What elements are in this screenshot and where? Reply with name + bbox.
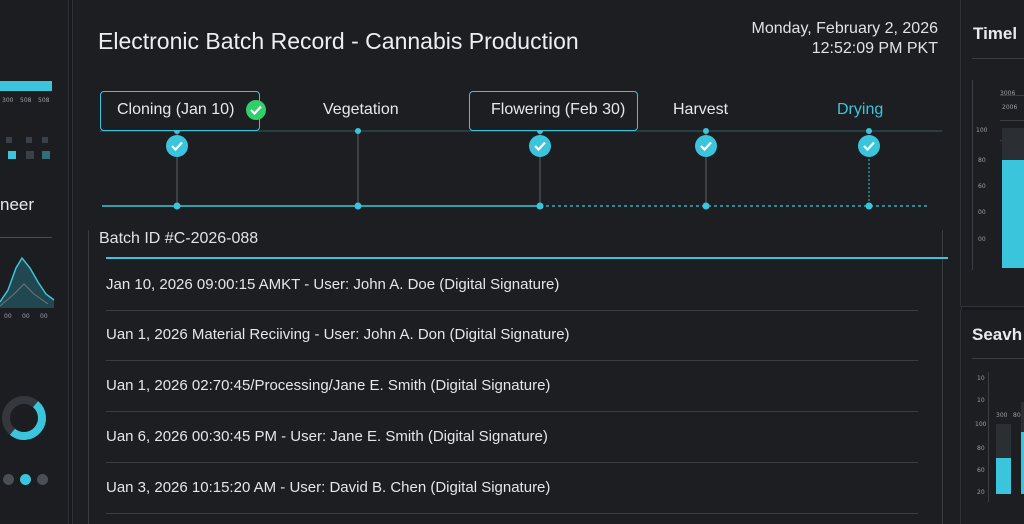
stage-cloning-check-icon — [166, 135, 188, 157]
batch-id-label: Batch ID #C-2026-088 — [99, 230, 259, 247]
right-bottom-bar — [996, 458, 1011, 494]
right-bottom-divider — [972, 358, 1024, 359]
right-top-bar-ghost — [1002, 128, 1024, 160]
right-bottom-tick: 300 — [996, 412, 1008, 419]
batch-log-frame-left — [88, 230, 89, 524]
right-top-axis: 00 — [978, 236, 986, 243]
right-bottom-axis-line — [988, 372, 989, 502]
stage-drying-check-icon — [858, 135, 880, 157]
right-search-heading: Seavh — [972, 325, 1023, 344]
log-entry[interactable]: Uan 1, 2026 Material Reciiving - User: J… — [106, 310, 918, 361]
log-entry[interactable]: Uan 1, 2026 02:70:45/Processing/Jane E. … — [106, 361, 918, 412]
stage-flowering-box[interactable] — [469, 91, 638, 131]
right-top-axis: 60 — [978, 183, 986, 190]
right-bottom-axis: 20 — [977, 489, 985, 496]
donut-chart — [2, 396, 46, 440]
right-bottom-axis: 100 — [975, 421, 987, 428]
right-bottom-tick: 80 — [1013, 412, 1021, 419]
left-chart-tick: 00 — [22, 313, 30, 320]
left-divider — [0, 237, 52, 238]
stage-vegetation-label[interactable]: Vegetation — [323, 101, 399, 118]
right-search-panel — [960, 310, 1024, 524]
left-grid-icon — [6, 137, 52, 161]
batch-id-underline — [106, 257, 948, 259]
right-bottom-bar-ghost — [996, 424, 1011, 460]
right-top-tick: 3006 — [1000, 90, 1016, 97]
log-entry[interactable]: Uan 6, 2026 00:30:45 PM - User: Jane E. … — [106, 412, 918, 463]
stage-harvest-label[interactable]: Harvest — [673, 101, 729, 118]
left-chart-tick: 00 — [4, 313, 12, 320]
left-bar-tick: 300 — [2, 97, 14, 104]
right-top-axis: 100 — [976, 127, 988, 134]
pagination-dots[interactable] — [3, 474, 49, 486]
check-circle-icon — [246, 100, 266, 120]
left-area-chart — [0, 256, 55, 308]
datetime-display: Monday, February 2, 2026 12:52:09 PM PKT — [752, 19, 938, 59]
right-top-axis: 80 — [978, 157, 986, 164]
page-title: Electronic Batch Record - Cannabis Produ… — [98, 28, 579, 54]
right-top-bar — [1002, 160, 1024, 268]
right-timeline-heading: Timel — [973, 24, 1018, 43]
batch-record-panel — [72, 0, 962, 524]
current-date: Monday, February 2, 2026 — [751, 20, 938, 37]
stage-cloning-label: Cloning (Jan 10) — [117, 101, 235, 118]
right-bottom-bar-ghost — [1021, 402, 1024, 432]
right-bottom-axis: 60 — [977, 467, 985, 474]
batch-log-frame-right — [942, 230, 943, 524]
left-bar-tick: 508 — [20, 97, 32, 104]
log-entry[interactable]: Uan 3, 2026 10:15:20 AM - User: David B.… — [106, 463, 918, 514]
current-time: 12:52:09 PM PKT — [811, 40, 938, 57]
left-progress-bar — [0, 81, 52, 91]
stage-harvest-check-icon — [695, 135, 717, 157]
right-top-divider — [972, 58, 1024, 59]
log-entry[interactable]: Jan 10, 2026 09:00:15 AMKT - User: John … — [106, 260, 918, 311]
left-panel-heading: neer — [0, 195, 35, 214]
left-bar-tick: 508 — [38, 97, 50, 104]
stage-flowering-label: Flowering (Feb 30) — [491, 101, 626, 118]
stage-flowering-check-icon — [529, 135, 551, 157]
left-chart-tick: 00 — [40, 313, 48, 320]
right-bottom-axis: 10 — [977, 397, 985, 404]
stage-drying-label[interactable]: Drying — [837, 101, 884, 118]
right-bottom-axis: 80 — [977, 445, 985, 452]
right-top-axis: 00 — [978, 209, 986, 216]
right-bottom-axis: 10 — [977, 375, 985, 382]
right-top-tick: 2006 — [1002, 104, 1018, 111]
right-bottom-bar — [1021, 432, 1024, 494]
